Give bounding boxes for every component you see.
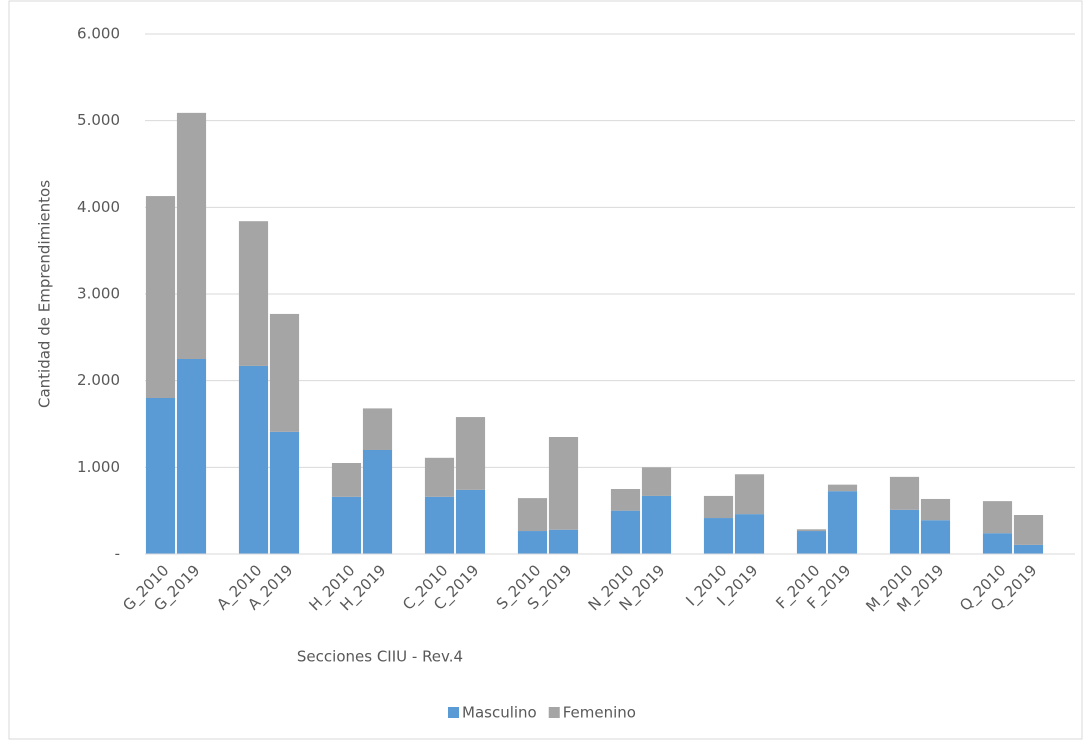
bar-segment	[269, 431, 300, 554]
bar-segment	[889, 509, 920, 554]
bar-segment	[1013, 515, 1044, 545]
bar-segment	[238, 221, 269, 366]
bar-segment	[734, 514, 765, 554]
bar-segment	[176, 112, 207, 359]
x-axis-title: Secciones CIIU - Rev.4	[297, 648, 463, 666]
bar-segment	[424, 457, 455, 497]
y-tick-label: 6.000	[77, 25, 120, 43]
bar-segment	[238, 365, 269, 554]
y-tick-label: 3.000	[77, 285, 120, 303]
bar-segment	[455, 417, 486, 490]
bar-segment	[1013, 544, 1044, 554]
bar-segment	[176, 359, 207, 554]
y-tick-label: 4.000	[77, 198, 120, 216]
bar-segment	[920, 498, 951, 521]
bar-segment	[548, 437, 579, 530]
bar-segment	[920, 520, 951, 554]
bar-segment	[610, 489, 641, 511]
bar-segment	[796, 531, 827, 554]
bar-segment	[362, 450, 393, 554]
bar-segment	[145, 196, 176, 398]
bar-segment	[641, 495, 672, 554]
bar-segment	[517, 498, 548, 532]
bar-segment	[827, 491, 858, 554]
bar-segment	[796, 529, 827, 532]
bar-segment	[269, 313, 300, 432]
y-tick-label: 5.000	[77, 111, 120, 129]
y-tick-label: 1.000	[77, 458, 120, 476]
y-tick-label: 2.000	[77, 371, 120, 389]
bar-segment	[703, 495, 734, 519]
bar-segment	[734, 474, 765, 515]
bar-segment	[610, 510, 641, 554]
bar-segment	[424, 496, 455, 554]
bar-segment	[331, 463, 362, 497]
bar-segment	[703, 518, 734, 554]
legend-label: Femenino	[563, 704, 636, 722]
legend-swatch	[448, 707, 459, 718]
bar-segment	[548, 529, 579, 554]
legend-label: Masculino	[462, 704, 537, 722]
y-tick-label: -	[115, 545, 120, 563]
bar-segment	[982, 501, 1013, 534]
bar-segment	[827, 484, 858, 492]
legend-swatch	[548, 707, 560, 718]
bar-segment	[331, 496, 362, 554]
bar-segment	[455, 489, 486, 554]
bar-segment	[517, 531, 548, 554]
bar-segment	[889, 476, 920, 510]
bar-segment	[641, 467, 672, 496]
y-axis-title: Cantidad de Emprendimientos	[36, 180, 54, 408]
bar-segment	[362, 408, 393, 450]
bar-segment	[982, 533, 1013, 554]
bar-segment	[145, 398, 176, 554]
